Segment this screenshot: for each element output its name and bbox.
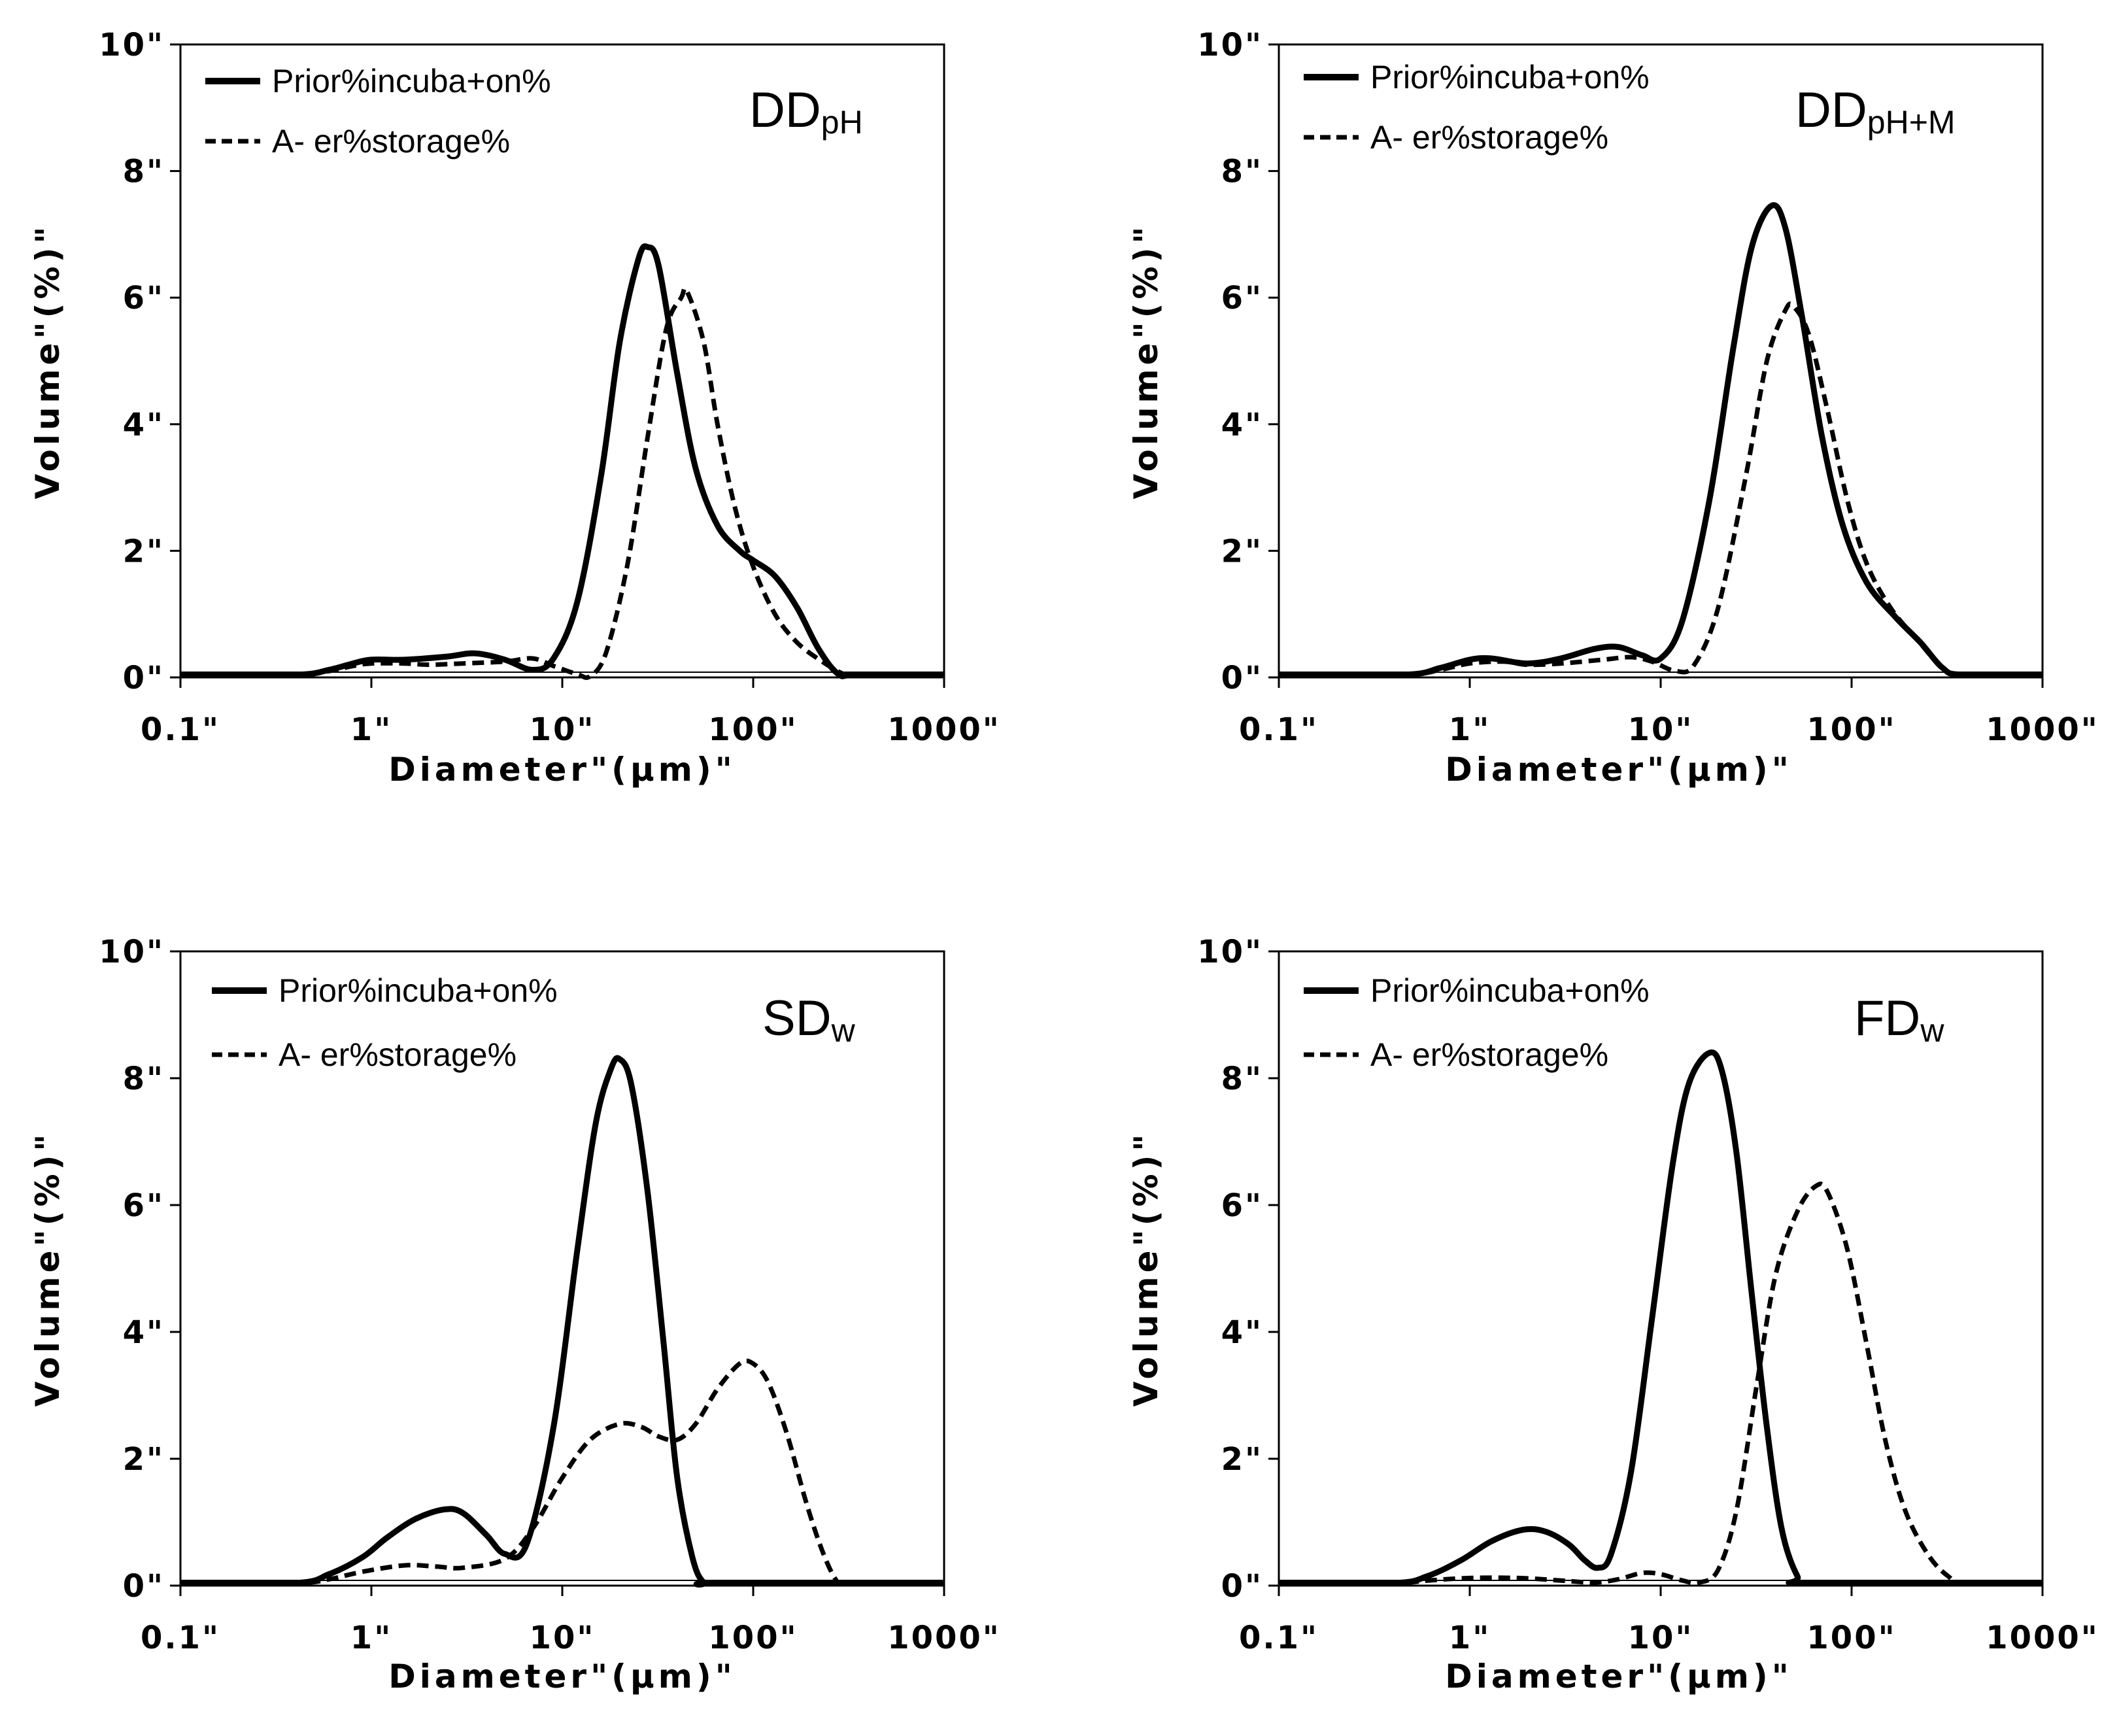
- x-tick-label: 0.1": [1239, 711, 1319, 748]
- x-axis-label: Diameter"(µm)": [1445, 1658, 1793, 1695]
- panel-label-main: DD: [1795, 82, 1867, 138]
- y-tick-label: 4": [1221, 1314, 1263, 1351]
- x-tick-label: 100": [708, 1620, 798, 1656]
- y-tick-label: 2": [123, 1441, 165, 1478]
- legend-label-prior-incubation: Prior%incuba+on%: [279, 972, 558, 1009]
- ticks: 0.1" 1" 10" 100" 1000" 0" 2" 4" 6" 8" 10": [99, 934, 1001, 1656]
- y-tick-label: 8": [123, 1061, 165, 1097]
- series-line-prior-incubation: [1278, 1049, 2043, 1587]
- legend-label-prior-incubation: Prior%incuba+on%: [1370, 59, 1650, 95]
- legend-label-after-storage: A- er%storage%: [1370, 119, 1608, 156]
- chart-panel-sd-w: 0.1" 1" 10" 100" 1000" 0" 2" 4" 6" 8" 10" Prior%in…: [29, 934, 1001, 1695]
- y-tick-label: 8": [1221, 154, 1263, 190]
- series-layer: [1278, 1049, 2043, 1587]
- x-axis-label: Diameter"(µm)": [388, 1658, 736, 1695]
- ticks: 0.1" 1" 10" 100" 1000" 0" 2" 4" 6" 8" 10": [99, 27, 1001, 748]
- y-tick-label: 0": [123, 660, 165, 696]
- x-axis-label: Diameter"(µm)": [388, 751, 736, 789]
- x-tick-label: 1": [1449, 711, 1491, 748]
- y-tick-label: 8": [123, 154, 165, 190]
- series-layer: [180, 243, 945, 680]
- x-tick-label: 0.1": [141, 711, 220, 748]
- legend-label-after-storage: A- er%storage%: [272, 123, 510, 160]
- y-tick-label: 10": [99, 934, 165, 970]
- series-line-prior-incubation: [180, 1055, 945, 1588]
- x-tick-label: 10": [1628, 711, 1694, 748]
- y-tick-label: 4": [1221, 407, 1263, 443]
- legend-label-after-storage: A- er%storage%: [1370, 1036, 1608, 1073]
- y-tick-label: 6": [1221, 1187, 1263, 1224]
- panel-label-subscript: pH: [821, 104, 863, 141]
- y-tick-label: 4": [123, 407, 165, 443]
- panel-label-main: FD: [1854, 991, 1920, 1046]
- panel-label: SDw: [762, 991, 856, 1049]
- series-line-after-storage: [1278, 1182, 2043, 1586]
- y-tick-label: 2": [1221, 1441, 1263, 1478]
- series-line-prior-incubation: [180, 243, 945, 679]
- series-line-after-storage: [180, 286, 945, 680]
- y-tick-label: 2": [123, 533, 165, 570]
- x-tick-label: 0.1": [1239, 1620, 1319, 1656]
- chart-panel-fd-w: 0.1" 1" 10" 100" 1000" 0" 2" 4" 6" 8" 10" Prior%in…: [1127, 934, 2099, 1695]
- panel-label-subscript: pH+M: [1867, 104, 1956, 141]
- x-tick-label: 10": [530, 711, 596, 748]
- x-tick-label: 1": [350, 1620, 392, 1656]
- series-layer: [180, 1055, 945, 1588]
- y-tick-label: 2": [1221, 533, 1263, 570]
- series-line-after-storage: [180, 1358, 945, 1586]
- panel-label: DDpH: [749, 82, 863, 141]
- x-tick-label: 100": [1806, 711, 1896, 748]
- x-tick-label: 0.1": [141, 1620, 220, 1656]
- plot-frame: [179, 43, 945, 679]
- chart-panel-dd-ph: 0.1" 1" 10" 100" 1000" 0" 2" 4" 6" 8" 10" Prior%in…: [29, 27, 1001, 789]
- ticks: 0.1" 1" 10" 100" 1000" 0" 2" 4" 6" 8" 10": [1197, 27, 2099, 748]
- y-tick-label: 4": [123, 1314, 165, 1351]
- legend-label-prior-incubation: Prior%incuba+on%: [1370, 972, 1650, 1009]
- y-tick-label: 10": [99, 27, 165, 63]
- chart-panel-dd-ph-m: 0.1" 1" 10" 100" 1000" 0" 2" 4" 6" 8" 10" Prior%in…: [1127, 27, 2099, 789]
- panel-label-subscript: w: [831, 1012, 856, 1049]
- y-tick-label: 0": [1221, 660, 1263, 696]
- y-tick-label: 0": [123, 1568, 165, 1605]
- y-axis-label: Volume"(%)": [1127, 1131, 1165, 1407]
- panel-label-main: DD: [749, 82, 821, 138]
- x-axis-label: Diameter"(µm)": [1445, 751, 1793, 789]
- y-tick-label: 6": [1221, 280, 1263, 316]
- x-tick-label: 1000": [1986, 711, 2099, 748]
- y-axis-label: Volume"(%)": [29, 223, 67, 500]
- x-tick-label: 1000": [1986, 1620, 2099, 1656]
- y-tick-label: 6": [123, 280, 165, 316]
- panel-label: FDw: [1854, 991, 1944, 1049]
- y-tick-label: 0": [1221, 1568, 1263, 1605]
- y-axis-label: Volume"(%)": [1127, 223, 1165, 500]
- panel-label: DDpH+M: [1795, 82, 1956, 141]
- ticks: 0.1" 1" 10" 100" 1000" 0" 2" 4" 6" 8" 10": [1197, 934, 2099, 1656]
- plot-frame: [1278, 43, 2044, 679]
- x-tick-label: 100": [1806, 1620, 1896, 1656]
- panel-label-main: SD: [762, 991, 832, 1046]
- x-tick-label: 10": [1628, 1620, 1694, 1656]
- series-layer: [1278, 202, 2043, 679]
- y-axis-label: Volume"(%)": [29, 1131, 67, 1407]
- y-tick-label: 10": [1197, 27, 1263, 63]
- x-tick-label: 1000": [887, 1620, 1001, 1656]
- y-tick-label: 10": [1197, 934, 1263, 970]
- x-tick-label: 100": [708, 711, 798, 748]
- x-tick-label: 1": [350, 711, 392, 748]
- panel-label-subscript: w: [1920, 1012, 1944, 1049]
- y-tick-label: 8": [1221, 1061, 1263, 1097]
- y-tick-label: 6": [123, 1187, 165, 1224]
- legend-label-after-storage: A- er%storage%: [279, 1036, 517, 1073]
- x-tick-label: 1000": [887, 711, 1001, 748]
- x-tick-label: 1": [1449, 1620, 1491, 1656]
- x-tick-label: 10": [530, 1620, 596, 1656]
- series-line-after-storage: [1278, 301, 2043, 678]
- legend-label-prior-incubation: Prior%incuba+on%: [272, 63, 551, 99]
